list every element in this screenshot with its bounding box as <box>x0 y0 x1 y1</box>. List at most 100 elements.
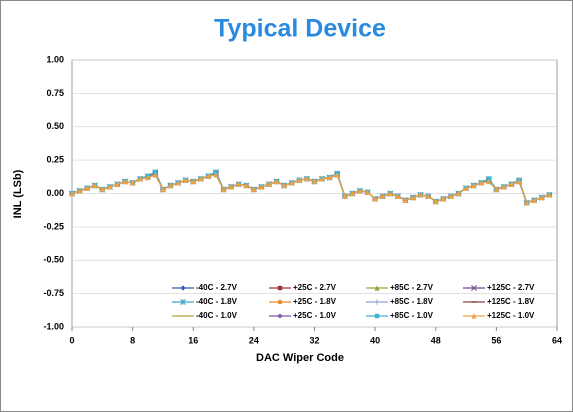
marker <box>130 180 136 186</box>
marker <box>508 181 515 187</box>
marker <box>410 194 416 201</box>
marker <box>440 196 446 202</box>
y-tick-label: 0.25 <box>46 155 64 165</box>
marker <box>471 182 477 189</box>
marker <box>524 200 530 206</box>
marker <box>137 176 143 182</box>
x-tick-label: 24 <box>249 335 259 345</box>
x-tick-label: 16 <box>188 335 198 345</box>
x-tick-label: 64 <box>552 335 562 345</box>
marker <box>122 178 128 185</box>
marker <box>357 188 363 194</box>
legend-label: -40C - 1.0V <box>196 311 238 320</box>
marker <box>501 184 507 190</box>
marker <box>417 192 424 198</box>
marker <box>266 181 272 187</box>
x-tick-label: 48 <box>431 335 441 345</box>
marker <box>387 190 393 197</box>
marker <box>205 173 212 179</box>
marker <box>327 174 333 181</box>
legend-label: -40C - 2.7V <box>196 283 238 292</box>
marker <box>486 176 491 182</box>
marker <box>471 313 477 319</box>
marker <box>277 313 283 319</box>
marker <box>486 178 492 185</box>
marker <box>114 181 121 187</box>
legend-label: +25C - 1.8V <box>293 297 337 306</box>
marker <box>342 193 348 199</box>
marker <box>258 184 265 190</box>
marker <box>289 180 295 186</box>
marker <box>243 182 249 189</box>
y-tick-label: 1.00 <box>46 54 64 64</box>
marker <box>213 169 219 175</box>
marker <box>183 177 189 183</box>
marker <box>448 193 454 199</box>
marker <box>516 178 522 185</box>
legend-label: +25C - 1.0V <box>293 311 337 320</box>
y-tick-label: -1.00 <box>43 321 64 331</box>
legend-label: +85C - 1.0V <box>390 311 434 320</box>
marker <box>349 190 355 197</box>
marker <box>69 190 75 197</box>
marker <box>175 180 181 186</box>
y-tick-label: 0.50 <box>46 121 64 131</box>
marker <box>152 172 158 178</box>
legend-label: -40C - 1.8V <box>196 297 238 306</box>
marker <box>471 285 477 291</box>
marker <box>402 197 409 203</box>
marker <box>281 182 287 189</box>
x-tick-label: 8 <box>130 335 135 345</box>
marker <box>190 178 196 185</box>
marker <box>107 184 113 190</box>
y-tick-label: 0.00 <box>46 188 64 198</box>
marker <box>374 299 380 305</box>
legend-label: +85C - 1.8V <box>390 297 434 306</box>
marker <box>364 189 371 195</box>
marker <box>167 182 174 189</box>
marker <box>296 177 302 183</box>
marker <box>304 176 310 182</box>
marker <box>153 169 158 175</box>
x-tick-label: 32 <box>309 335 319 345</box>
series <box>69 172 553 206</box>
chart-title: Typical Device <box>214 15 386 43</box>
x-tick-label: 40 <box>370 335 380 345</box>
marker <box>372 196 378 202</box>
marker <box>228 184 234 190</box>
marker <box>531 197 537 203</box>
legend-label: +125C - 1.8V <box>487 297 535 306</box>
marker <box>433 198 439 205</box>
legend-label: +125C - 2.7V <box>487 283 535 292</box>
marker <box>425 193 431 199</box>
marker <box>84 185 90 191</box>
series-line <box>71 174 550 204</box>
marker <box>180 285 186 291</box>
marker <box>380 193 386 199</box>
marker <box>493 186 499 193</box>
marker <box>160 186 166 193</box>
x-axis-label: DAC Wiper Code <box>256 352 344 364</box>
marker <box>251 186 257 193</box>
x-tick-label: 0 <box>69 335 74 345</box>
marker <box>236 181 242 187</box>
marker <box>374 313 380 319</box>
marker <box>145 174 151 181</box>
marker <box>455 190 462 197</box>
marker <box>277 285 283 291</box>
marker <box>277 299 283 305</box>
marker <box>539 194 545 201</box>
marker <box>213 172 219 178</box>
marker <box>274 178 280 185</box>
marker <box>198 176 204 182</box>
marker <box>92 182 98 189</box>
marker <box>334 172 340 178</box>
y-axis-label: INL (LSb) <box>12 169 24 218</box>
legend-label: +125C - 1.0V <box>487 311 535 320</box>
marker <box>319 176 325 182</box>
y-tick-label: -0.25 <box>43 221 64 231</box>
legend-label: +25C - 2.7V <box>293 283 337 292</box>
x-tick-label: 56 <box>491 335 501 345</box>
